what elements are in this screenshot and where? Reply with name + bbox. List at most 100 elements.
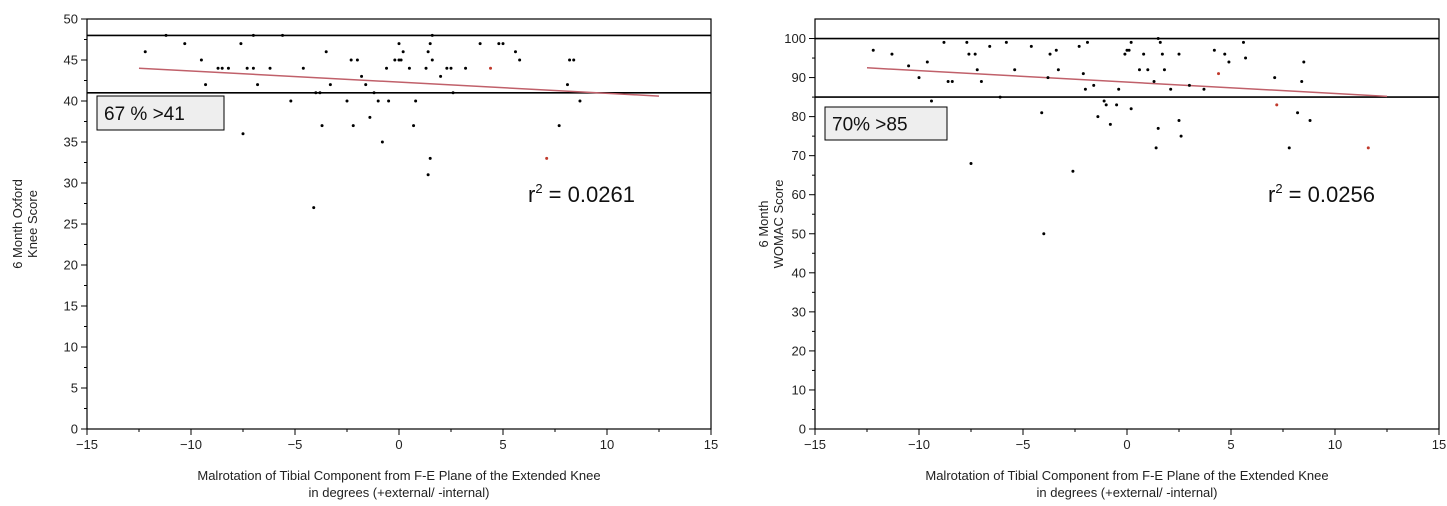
data-point: [513, 50, 517, 54]
y-tick-label: 45: [64, 53, 78, 68]
y-axis-title: 6 Month: [756, 201, 771, 248]
data-point: [1056, 68, 1060, 72]
data-point: [973, 52, 977, 56]
chart-panel-1: −15 −10 −5 0 5 10 15 0 5 10 15 20 25 30 35 40 45 50 Malrot…: [10, 12, 718, 501]
y-axis-title: 6 Month Oxford: [10, 179, 25, 269]
data-point: [478, 42, 482, 46]
data-point-highlight: [545, 156, 549, 160]
data-point: [1115, 103, 1119, 107]
data-point: [1302, 60, 1306, 64]
data-point: [1108, 122, 1112, 126]
y-tick-label: 10: [792, 382, 806, 397]
data-point: [351, 124, 355, 128]
data-point: [385, 66, 389, 70]
x-tick-label: 10: [600, 437, 614, 452]
data-point: [1077, 44, 1081, 48]
y-tick-label: 10: [64, 340, 78, 355]
y-tick-label: 100: [784, 31, 806, 46]
data-point: [1223, 52, 1227, 56]
data-point: [320, 124, 324, 128]
data-point: [1129, 107, 1133, 111]
data-point: [1125, 48, 1129, 52]
data-point: [426, 173, 430, 177]
threshold-box-label: 70% >85: [832, 115, 908, 136]
data-point: [1042, 232, 1046, 236]
data-point-highlight: [1275, 103, 1279, 107]
data-point: [1085, 40, 1089, 44]
x-axis-title: Malrotation of Tibial Component from F-E…: [925, 468, 1328, 483]
data-point: [1092, 83, 1096, 87]
data-point: [387, 99, 391, 103]
data-point: [241, 132, 245, 136]
data-point: [345, 99, 349, 103]
y-tick-label: 80: [792, 109, 806, 124]
data-point: [204, 83, 208, 87]
x-tick-label: −5: [288, 437, 303, 452]
data-point: [1227, 60, 1231, 64]
y-tick-label: 20: [64, 258, 78, 273]
data-point: [565, 83, 569, 87]
data-point: [449, 66, 453, 70]
data-point: [497, 42, 501, 46]
regression-line: [866, 67, 1388, 98]
data-point: [251, 66, 255, 70]
data-point: [1048, 52, 1052, 56]
data-point: [1287, 146, 1291, 150]
data-point: [401, 50, 405, 54]
data-point: [428, 42, 432, 46]
regression-line: [138, 67, 660, 97]
data-point: [1162, 68, 1166, 72]
data-point: [289, 99, 293, 103]
data-point: [428, 156, 432, 160]
y-tick-label: 50: [792, 226, 806, 241]
data-point-highlight: [1217, 72, 1221, 76]
data-point: [1137, 68, 1141, 72]
data-point: [1156, 126, 1160, 130]
data-point: [412, 124, 416, 128]
data-point: [557, 124, 561, 128]
x-tick-label: −5: [1016, 437, 1031, 452]
x-tick-label: 10: [1328, 437, 1342, 452]
y-tick-label: 50: [64, 12, 78, 27]
x-tick-label: 0: [395, 437, 402, 452]
data-point: [1177, 119, 1181, 123]
y-tick-label: 30: [792, 304, 806, 319]
data-point: [1308, 119, 1312, 123]
data-point: [1273, 76, 1277, 80]
data-point: [1013, 68, 1017, 72]
data-point: [1300, 79, 1304, 83]
data-point: [183, 42, 187, 46]
data-point: [164, 33, 168, 37]
data-point: [1156, 37, 1160, 41]
data-point: [578, 99, 582, 103]
data-point: [314, 91, 318, 95]
data-point: [312, 206, 316, 210]
data-point: [1146, 68, 1150, 72]
data-point: [380, 140, 384, 144]
x-tick-label: −15: [76, 437, 98, 452]
data-point: [1169, 87, 1173, 91]
threshold-box: [96, 95, 225, 131]
data-point-highlight: [1366, 146, 1370, 150]
threshold-box-label: 67 % >41: [104, 104, 185, 125]
data-point: [251, 33, 255, 37]
y-tick-label: 40: [792, 265, 806, 280]
data-point: [245, 66, 249, 70]
data-point-highlight: [489, 66, 493, 70]
data-point: [407, 66, 411, 70]
data-point: [1179, 134, 1183, 138]
y-tick-label: 30: [64, 176, 78, 191]
data-point: [942, 40, 946, 44]
x-tick-label: 5: [499, 437, 506, 452]
data-point: [1202, 87, 1206, 91]
data-point: [1004, 40, 1008, 44]
data-point: [871, 48, 875, 52]
data-point: [975, 68, 979, 72]
data-point: [318, 91, 322, 95]
data-point: [399, 58, 403, 62]
y-tick-label: 90: [792, 70, 806, 85]
y-tick-label: 40: [64, 94, 78, 109]
data-point: [368, 115, 372, 119]
r-squared-label: r2 = 0.0256: [1268, 181, 1375, 207]
x-tick-label: 15: [1432, 437, 1446, 452]
